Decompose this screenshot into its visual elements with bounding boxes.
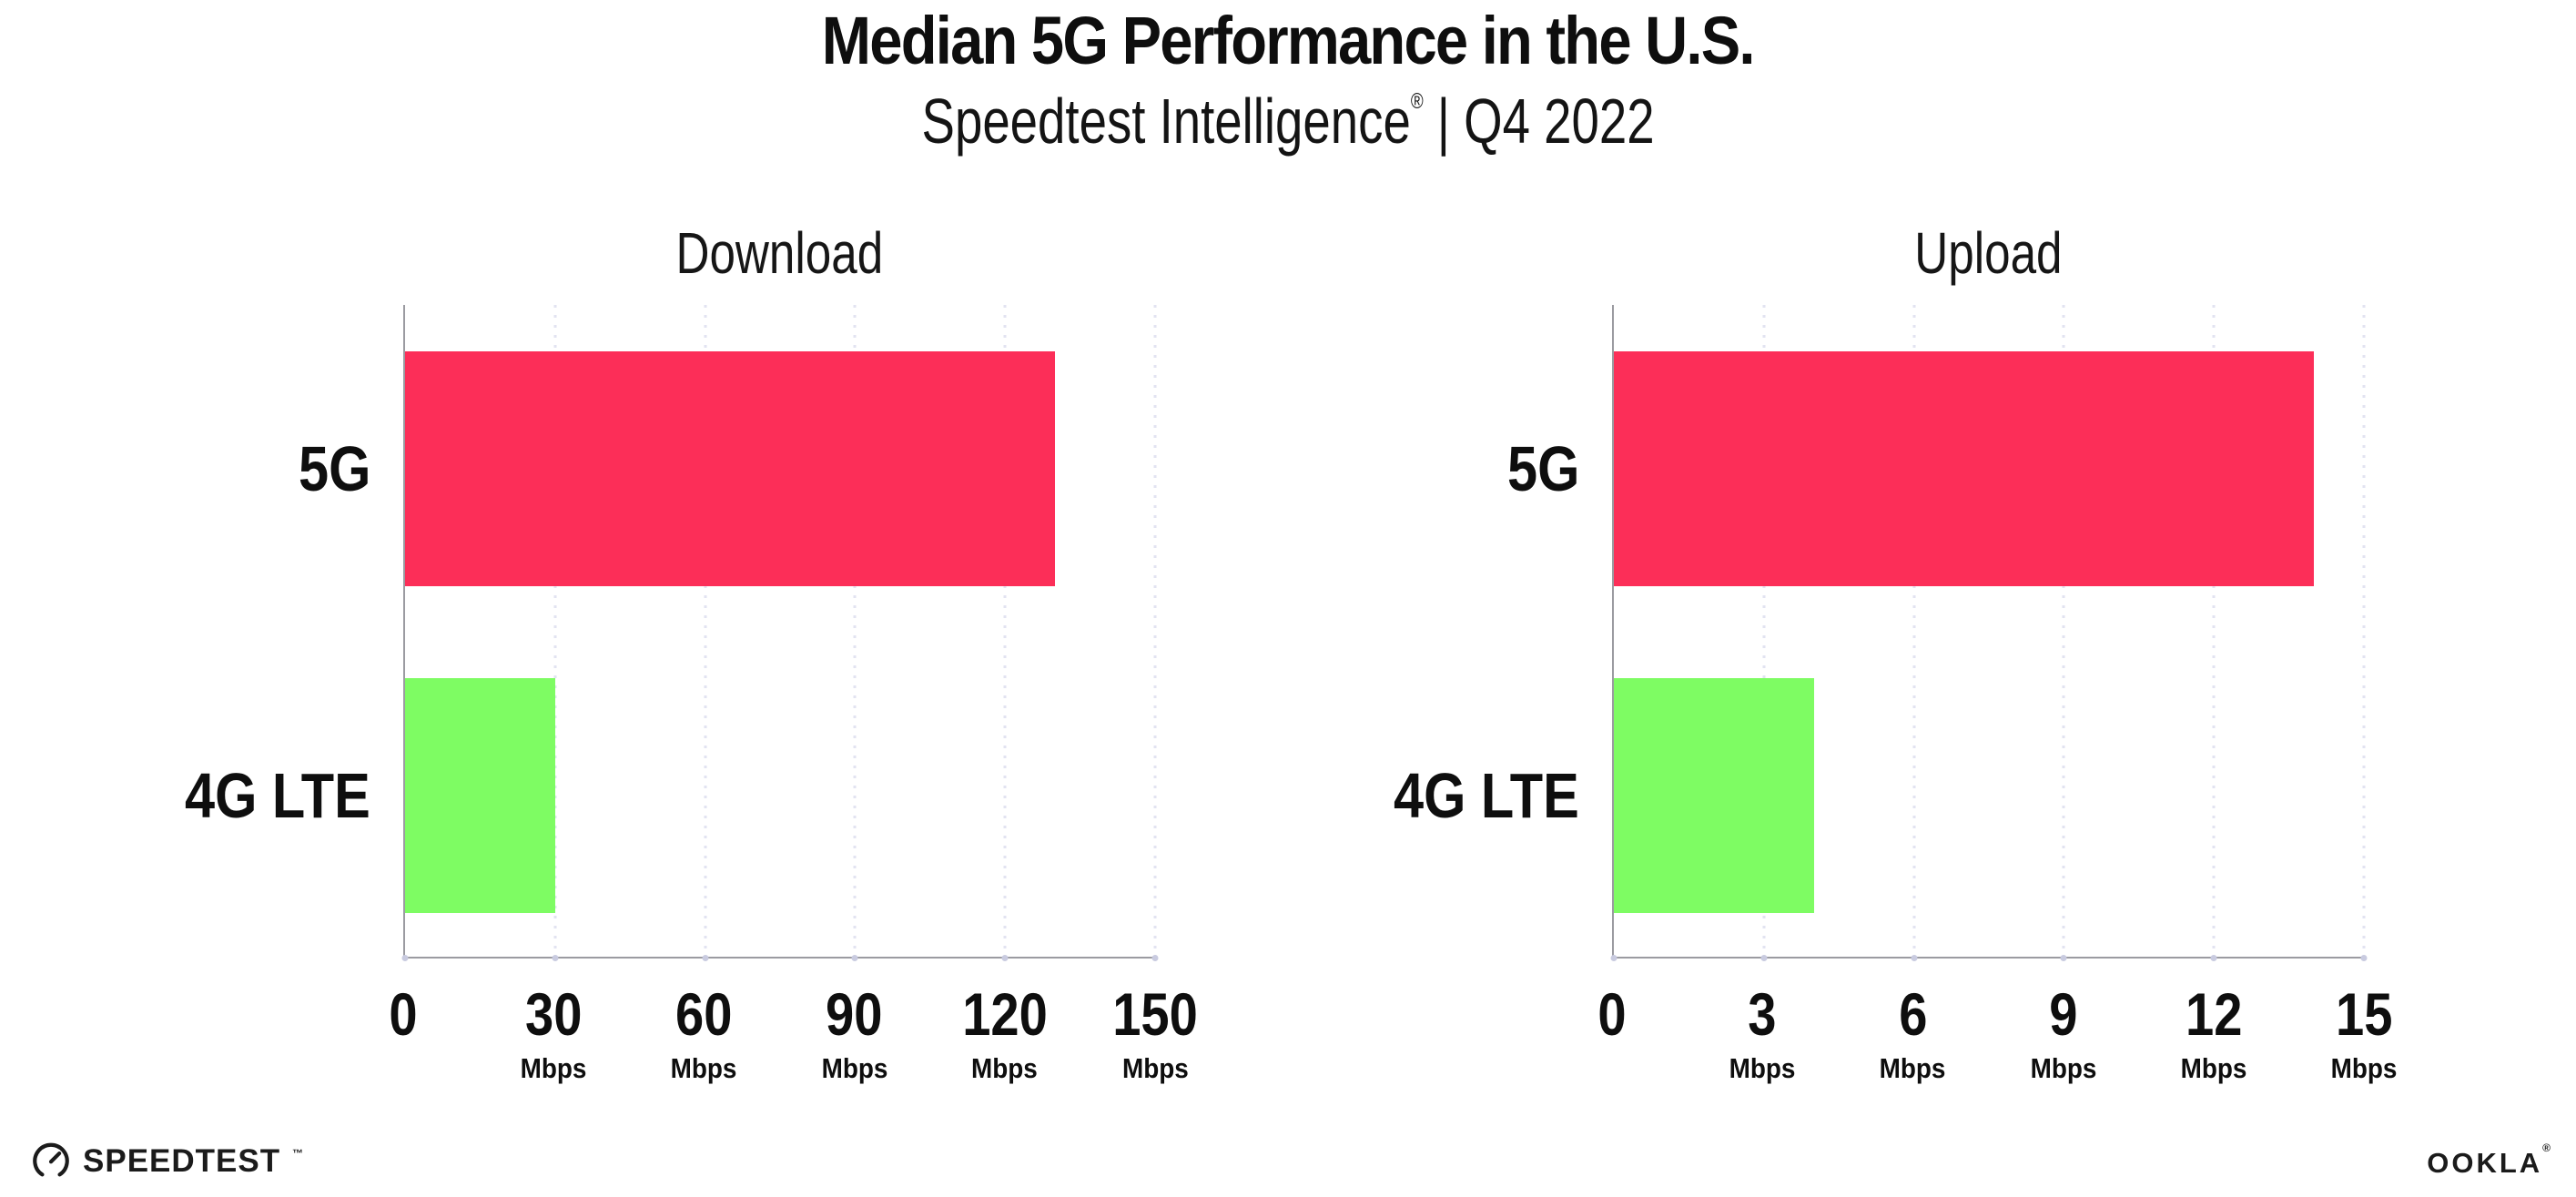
- x-tick-value: 30: [524, 980, 583, 1048]
- x-tick-label-6: 6 Mbps: [1876, 984, 1950, 1082]
- x-tick-value: 90: [826, 980, 883, 1048]
- x-tick-value: 120: [961, 980, 1048, 1048]
- axis-tick-dot-3: [1760, 955, 1768, 961]
- speedtest-wordmark: SPEEDTEST: [83, 1142, 281, 1179]
- x-tick-unit: Mbps: [1879, 1052, 1946, 1084]
- trademark-mark: ™: [292, 1147, 304, 1160]
- upload-plot-wrap: 5G 4G LTE: [1394, 305, 2504, 961]
- page-title-text: Median 5G Performance in the U.S.: [822, 3, 1756, 78]
- download-chart-title: Download: [675, 220, 883, 286]
- x-tick-label-0: 0: [1596, 984, 1629, 1044]
- category-label-4g-lte: 4G LTE: [1394, 759, 1579, 831]
- x-tick-label-12: 12 Mbps: [2176, 984, 2250, 1082]
- x-tick-label-15: 15 Mbps: [2328, 984, 2401, 1082]
- gridline-9: [2062, 305, 2065, 957]
- axis-tick-dot-60: [702, 955, 709, 961]
- x-tick-label-90: 90 Mbps: [817, 984, 891, 1082]
- x-tick-value: 3: [1748, 980, 1777, 1048]
- ookla-logo: OOKLA®: [2427, 1141, 2551, 1179]
- x-tick-unit: Mbps: [821, 1052, 888, 1084]
- x-tick-unit: Mbps: [971, 1052, 1039, 1084]
- upload-category-labels: 5G 4G LTE: [1394, 305, 1612, 959]
- axis-tick-dot-150: [1151, 955, 1159, 961]
- speedtest-gauge-icon: [33, 1142, 69, 1177]
- bar-row: [1614, 305, 2364, 632]
- download-bars: [405, 305, 1155, 957]
- bar-4g-lte: [405, 677, 555, 913]
- axis-tick-dot-90: [851, 955, 858, 961]
- header: Median 5G Performance in the U.S. Speedt…: [0, 0, 2576, 154]
- bar-row: [1614, 632, 2364, 959]
- x-tick-unit: Mbps: [1121, 1052, 1189, 1084]
- page-subtitle-text: Speedtest Intelligence® | Q4 2022: [921, 89, 1654, 153]
- gridline-120: [1003, 305, 1007, 957]
- x-tick-label-60: 60 Mbps: [667, 984, 741, 1082]
- x-tick-label-0: 0: [387, 984, 421, 1044]
- x-tick-value: 150: [1112, 980, 1198, 1048]
- x-tick-label-9: 9 Mbps: [2026, 984, 2100, 1082]
- gridline-150: [1153, 305, 1157, 957]
- axis-tick-dot-9: [2060, 955, 2067, 961]
- x-tick-unit: Mbps: [520, 1052, 587, 1084]
- bar-5g: [405, 350, 1056, 586]
- bar-row: [405, 305, 1155, 632]
- x-tick-unit: Mbps: [670, 1052, 737, 1084]
- x-tick-value: 0: [1597, 980, 1627, 1048]
- bar-5g: [1614, 350, 2315, 586]
- x-tick-label-120: 120 Mbps: [955, 984, 1055, 1082]
- axis-tick-dot-30: [552, 955, 559, 961]
- x-tick-value: 15: [2335, 980, 2393, 1048]
- gridline-6: [1912, 305, 1916, 957]
- x-tick-value: 12: [2185, 980, 2242, 1048]
- upload-bars: [1614, 305, 2364, 957]
- category-label-4g-lte: 4G LTE: [185, 759, 370, 831]
- upload-chart-title: Upload: [1913, 220, 2063, 286]
- category-label-5g: 5G: [298, 432, 370, 504]
- gridline-60: [704, 305, 707, 957]
- x-tick-unit: Mbps: [2330, 1052, 2398, 1084]
- gridline-15: [2362, 305, 2366, 957]
- ookla-wordmark: OOKLA: [2427, 1147, 2543, 1179]
- upload-plot-area: [1610, 305, 2368, 961]
- subtitle-quarter: | Q4 2022: [1423, 86, 1655, 157]
- speedtest-logo: SPEEDTEST ™: [31, 1141, 303, 1181]
- axis-tick-dot-120: [1001, 955, 1009, 961]
- page-subtitle: Speedtest Intelligence® | Q4 2022: [0, 89, 2576, 153]
- page-title: Median 5G Performance in the U.S.: [0, 7, 2576, 75]
- x-tick-label-3: 3 Mbps: [1726, 984, 1800, 1082]
- bar-row: [405, 632, 1155, 959]
- subtitle-brand: Speedtest Intelligence: [921, 86, 1411, 157]
- upload-chart: Upload 5G 4G LTE 0 3 Mbps 6 Mbps 9 Mbps 12 Mbps 15…: [1394, 220, 2504, 1102]
- gridline-30: [553, 305, 557, 957]
- bar-4g-lte: [1614, 677, 1814, 913]
- x-tick-label-150: 150 Mbps: [1105, 984, 1205, 1082]
- download-chart: Download 5G 4G LTE 0 30 Mbps 60 Mbps 90 Mbps 120…: [185, 220, 1295, 1102]
- download-x-axis-labels: 0 30 Mbps 60 Mbps 90 Mbps 120 Mbps 150 Mbps: [389, 984, 1197, 1102]
- x-tick-value: 6: [1898, 980, 1927, 1048]
- download-plot-area: [401, 305, 1159, 961]
- axis-tick-dot-6: [1911, 955, 1918, 961]
- gridline-3: [1762, 305, 1766, 957]
- x-tick-value: 60: [675, 980, 733, 1048]
- registered-mark: ®: [1410, 89, 1424, 114]
- upload-x-axis-labels: 0 3 Mbps 6 Mbps 9 Mbps 12 Mbps 15 Mbps: [1597, 984, 2397, 1102]
- download-plot-wrap: 5G 4G LTE: [185, 305, 1295, 961]
- gridline-90: [853, 305, 857, 957]
- x-tick-unit: Mbps: [2180, 1052, 2247, 1084]
- x-tick-value: 0: [389, 980, 418, 1048]
- download-category-labels: 5G 4G LTE: [185, 305, 403, 959]
- ookla-registered-mark: ®: [2542, 1141, 2551, 1154]
- axis-tick-dot-15: [2360, 955, 2368, 961]
- x-tick-label-30: 30 Mbps: [517, 984, 591, 1082]
- axis-tick-dot-0: [401, 955, 409, 961]
- category-label-5g: 5G: [1506, 432, 1579, 504]
- axis-tick-dot-0: [1610, 955, 1618, 961]
- x-tick-unit: Mbps: [1729, 1052, 1796, 1084]
- gridline-12: [2212, 305, 2216, 957]
- x-tick-value: 9: [2048, 980, 2078, 1048]
- x-tick-unit: Mbps: [2030, 1052, 2097, 1084]
- axis-tick-dot-12: [2210, 955, 2217, 961]
